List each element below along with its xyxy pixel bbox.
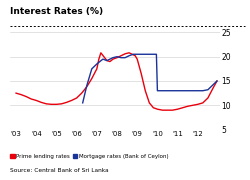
- Text: Interest Rates (%): Interest Rates (%): [10, 7, 103, 16]
- Text: Source: Central Bank of Sri Lanka: Source: Central Bank of Sri Lanka: [10, 168, 108, 173]
- Legend: Prime lending rates, Mortgage rates (Bank of Ceylon): Prime lending rates, Mortgage rates (Ban…: [10, 154, 169, 159]
